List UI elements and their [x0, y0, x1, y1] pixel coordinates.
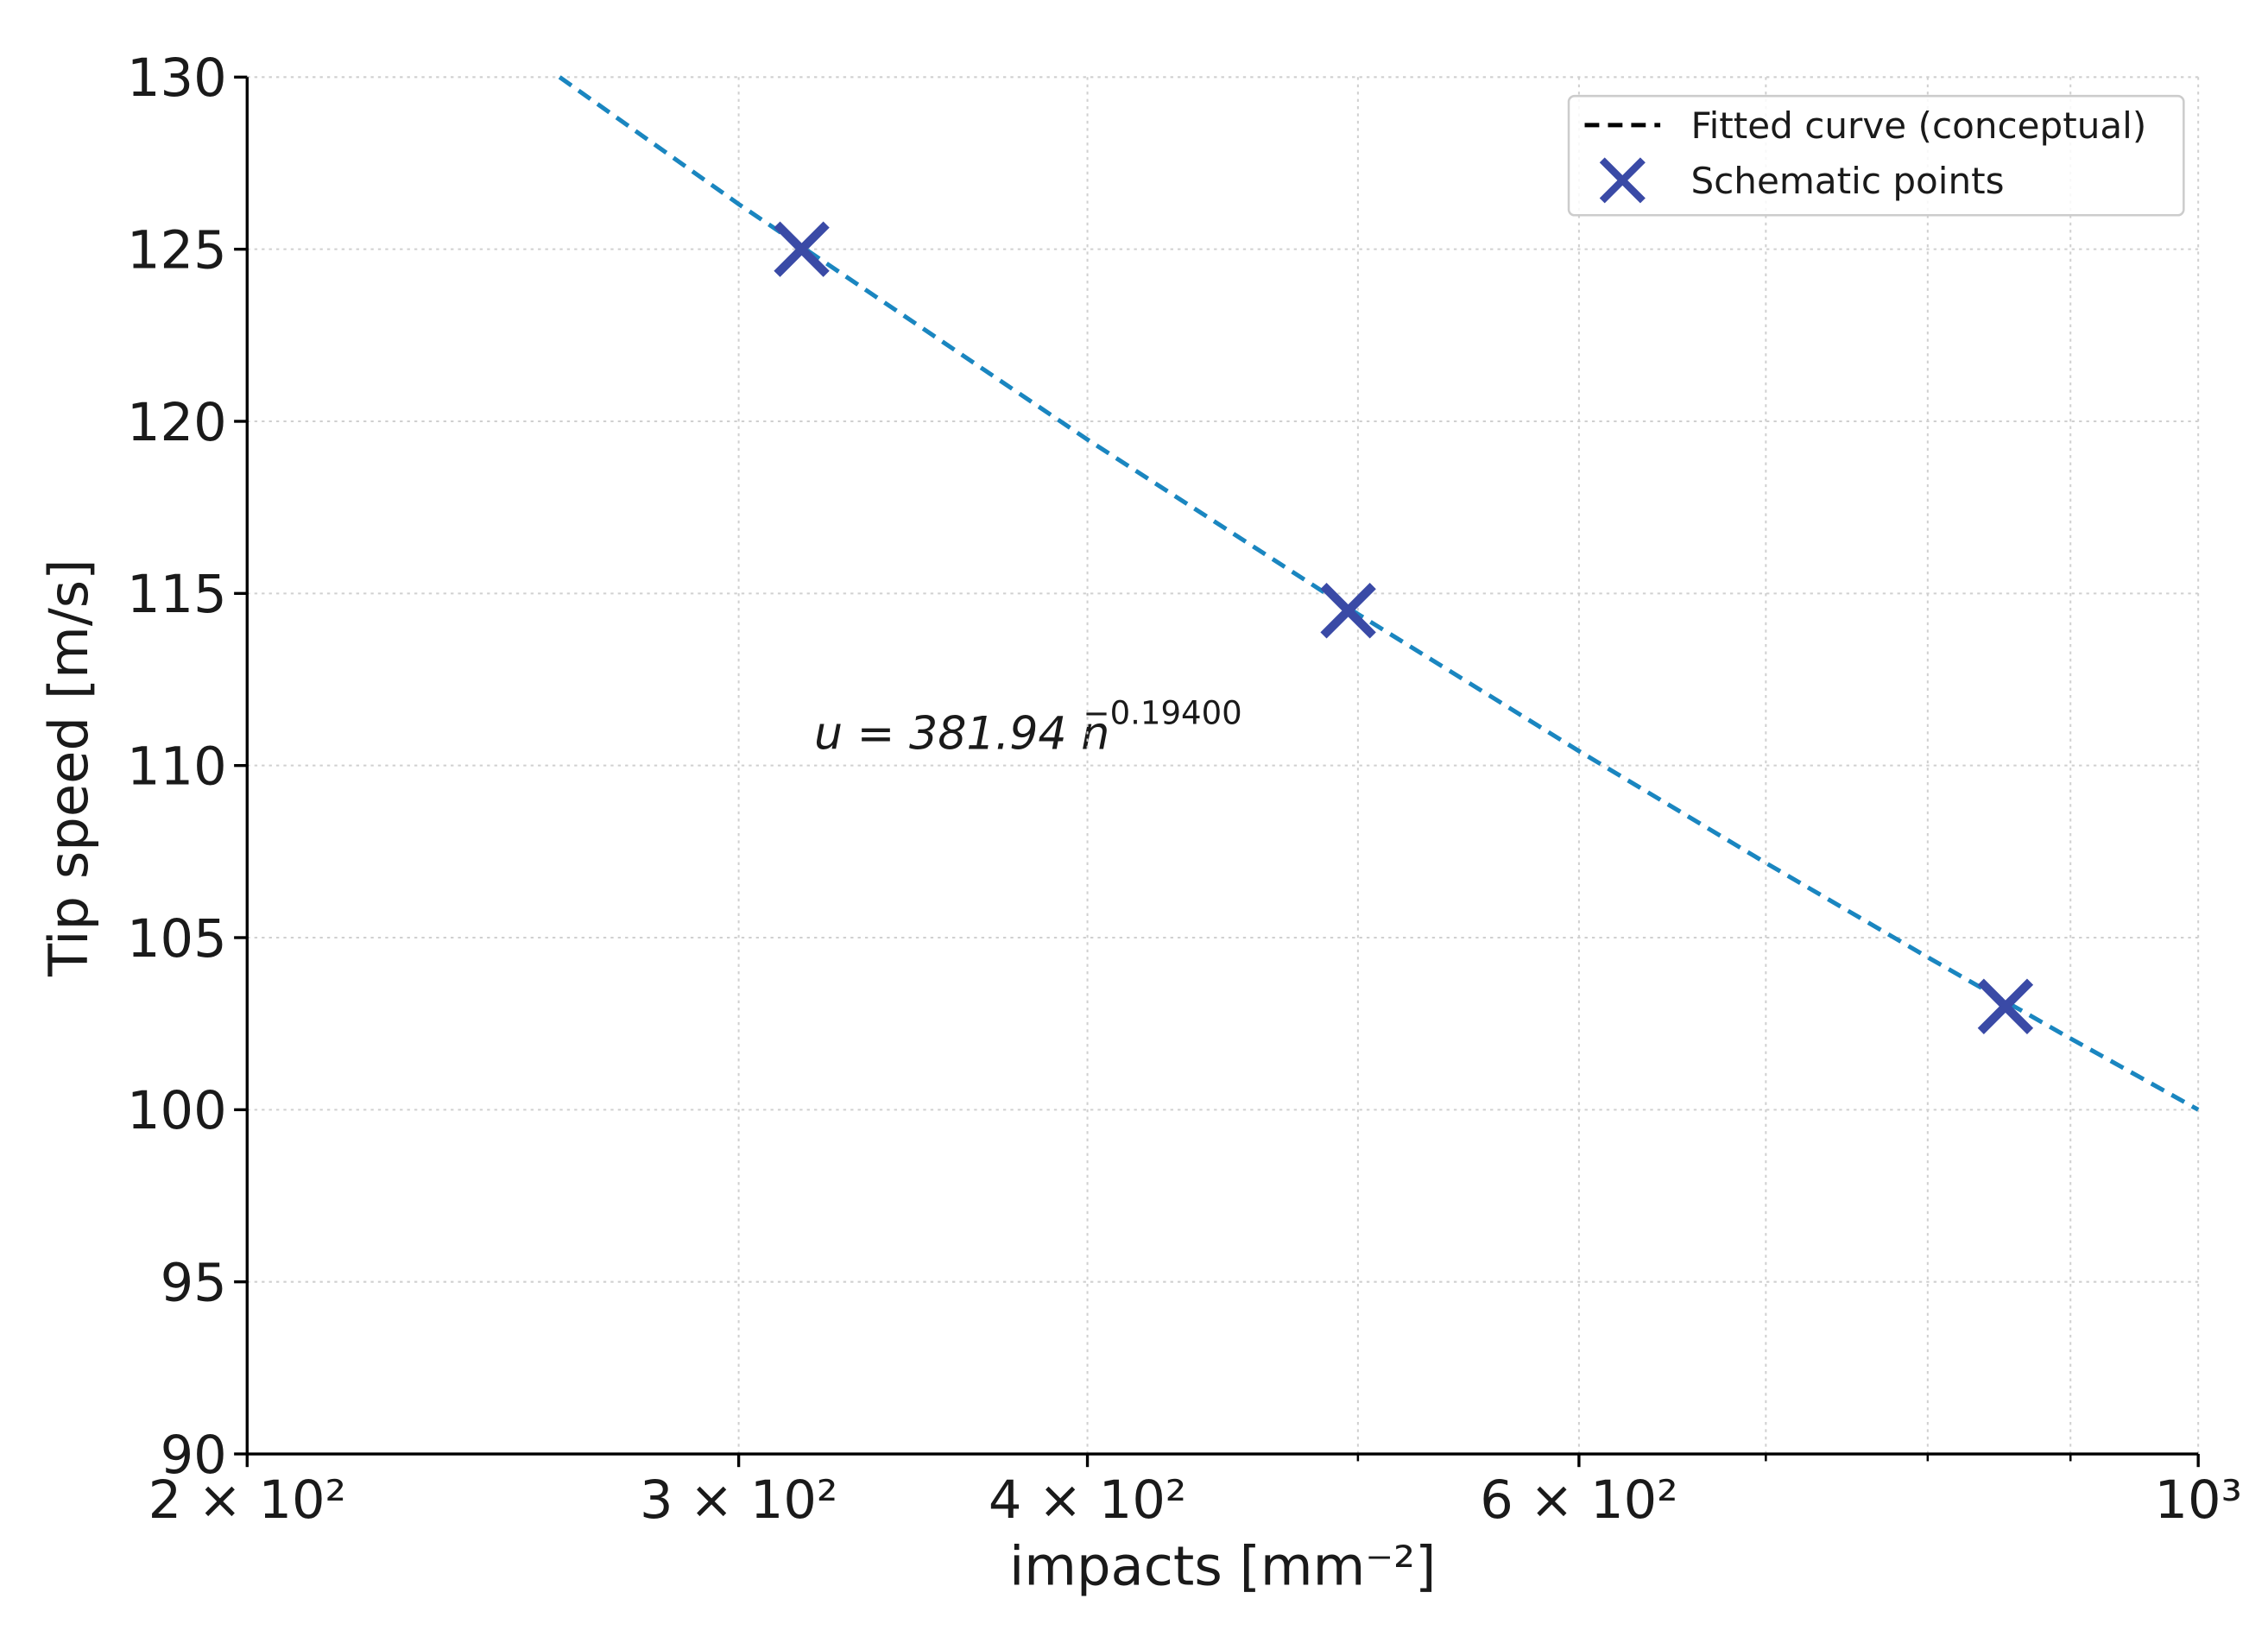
legend-label: Fitted curve (conceptual) [1690, 104, 2146, 147]
y-axis-label: Tip speed [m/s] [37, 559, 100, 977]
point-marker [1977, 978, 2034, 1034]
fitted-curve [558, 75, 2200, 1112]
point-marker [774, 221, 830, 277]
legend-label: Schematic points [1690, 160, 2004, 202]
y-tick-label: 90 [161, 1425, 227, 1486]
x-axis-label: impacts [mm⁻²] [1009, 1535, 1436, 1598]
x-tick-label: 4 × 10² [989, 1470, 1186, 1531]
annotation-exponent: −0.19400 [1083, 695, 1242, 732]
x-tick-label: 3 × 10² [640, 1470, 837, 1531]
x-tick-label: 6 × 10² [1480, 1470, 1677, 1531]
y-tick-label: 105 [127, 909, 227, 970]
x-tick-label: 2 × 10² [148, 1470, 346, 1531]
y-tick-label: 125 [127, 221, 227, 281]
point-marker [1320, 583, 1376, 639]
y-tick-label: 100 [127, 1081, 227, 1141]
legend-swatch [1599, 157, 1646, 204]
y-tick-label: 110 [127, 737, 227, 798]
y-tick-label: 95 [161, 1254, 227, 1314]
annotation: u = 381.94 n [814, 708, 1109, 760]
y-tick-label: 130 [127, 48, 227, 109]
x-tick-label: 10³ [2154, 1470, 2241, 1531]
y-tick-label: 120 [127, 393, 227, 453]
legend-box [1567, 94, 2185, 217]
y-tick-label: 115 [127, 565, 227, 625]
